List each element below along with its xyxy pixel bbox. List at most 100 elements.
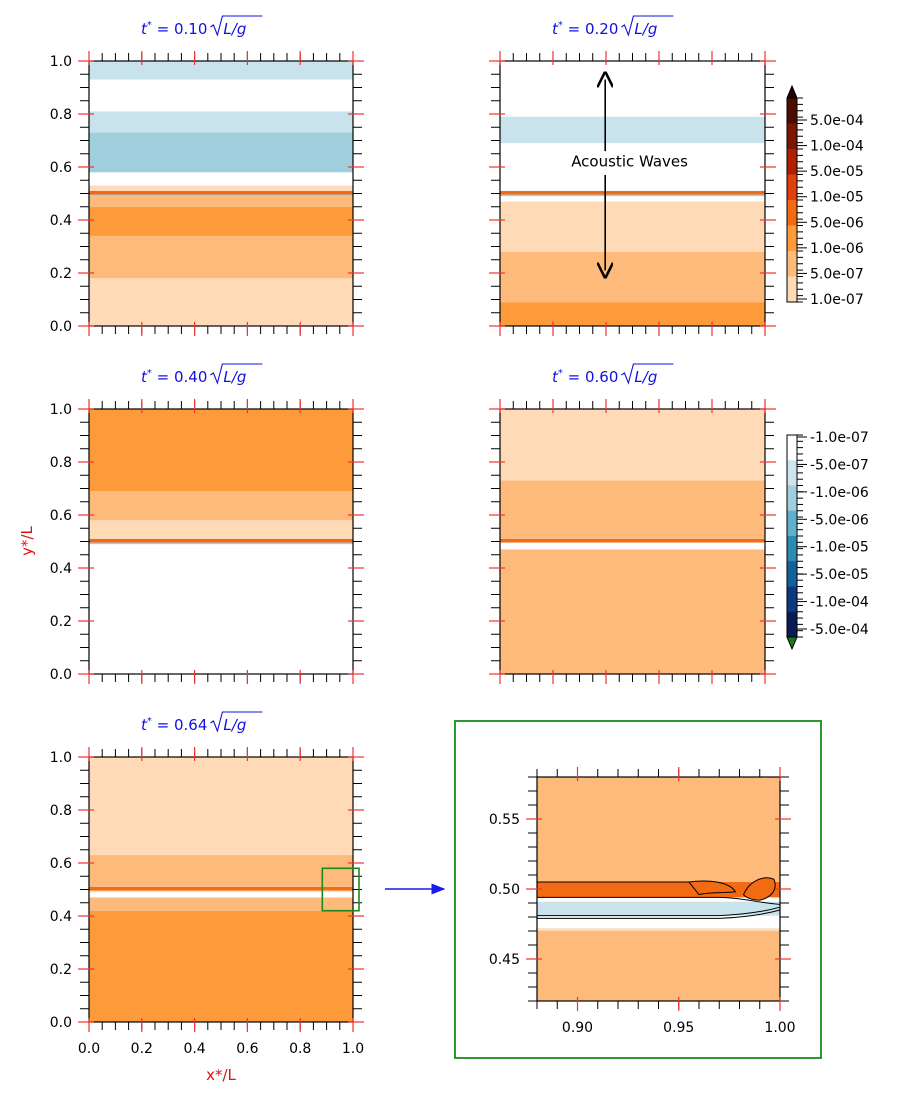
y-tick-label: 0.2 bbox=[50, 962, 72, 978]
contour-band bbox=[89, 910, 353, 1022]
contour-band bbox=[89, 111, 353, 133]
colorbar-label: -1.0e-06 bbox=[810, 485, 869, 501]
colorbar-segment bbox=[787, 510, 797, 537]
contour-band bbox=[89, 206, 353, 236]
contour-band bbox=[89, 897, 353, 911]
sqrt-sign bbox=[621, 363, 674, 385]
panel-title-unit: L/g bbox=[634, 368, 657, 386]
contour-band bbox=[500, 61, 765, 117]
y-axis-label: y*/L bbox=[18, 525, 36, 555]
colorbar-label: -5.0e-07 bbox=[810, 457, 869, 473]
x-tick-label: 0.2 bbox=[131, 1041, 153, 1057]
contour-band bbox=[89, 538, 353, 542]
panel-title: t* = 0.60 bbox=[552, 368, 618, 386]
colorbar-label: 1.0e-04 bbox=[810, 139, 864, 155]
colorbar-extend bbox=[786, 636, 798, 651]
colorbar-label: 1.0e-06 bbox=[810, 241, 864, 257]
y-tick-label: 0.4 bbox=[50, 909, 72, 925]
y-tick-label: 1.0 bbox=[50, 54, 72, 70]
y-tick-label: 0.6 bbox=[50, 856, 72, 872]
colorbar-label: 1.0e-07 bbox=[810, 292, 864, 308]
panel-title-unit: L/g bbox=[223, 368, 246, 386]
colorbar-label: 5.0e-07 bbox=[810, 266, 864, 282]
x-axis-label: x*/L bbox=[206, 1066, 236, 1084]
x-tick-label: 0.0 bbox=[78, 1041, 100, 1057]
contour-band bbox=[89, 892, 353, 898]
colorbar-label: -1.0e-04 bbox=[810, 595, 869, 611]
contour-band bbox=[89, 79, 353, 112]
x-tick-label: 0.95 bbox=[663, 1020, 694, 1036]
colorbar-label: 5.0e-04 bbox=[810, 113, 864, 129]
contour-band bbox=[500, 538, 765, 542]
colorbar-segment bbox=[787, 536, 797, 562]
x-tick-label: 1.0 bbox=[342, 1041, 364, 1057]
y-tick-label: 1.0 bbox=[50, 750, 72, 766]
sqrt-sign bbox=[621, 15, 674, 37]
panel-title-unit: L/g bbox=[223, 716, 246, 734]
colorbar-label: 1.0e-05 bbox=[810, 190, 864, 206]
panel-t-0-60: t* = 0.60 L/g bbox=[489, 363, 776, 684]
colorbar-positive: 5.0e-04 1.0e-04 5.0e-05 1.0e-05 5.0e-06 1.0e-… bbox=[786, 84, 864, 308]
panel-title-unit: L/g bbox=[634, 20, 657, 38]
panel-t-0-40: 0.0 0.2 0.4 0.6 0.8 1.0 t* = 0.40 L/g bbox=[50, 363, 364, 684]
colorbar-label: -1.0e-05 bbox=[810, 540, 869, 556]
panel-t-0-64: 0.0 0.2 0.4 0.6 0.8 1.0 0.0 0.2 0.4 0.6 0.8 1.0 t* =… bbox=[50, 711, 446, 1057]
contour-band bbox=[89, 132, 353, 173]
zoom-frame bbox=[454, 720, 822, 1059]
contour-band bbox=[89, 196, 353, 207]
contour-band bbox=[89, 541, 353, 545]
colorbar-segment bbox=[787, 485, 797, 512]
colorbar-negative: -1.0e-07 -5.0e-07 -1.0e-06 -5.0e-06 -1.0e-05… bbox=[786, 430, 869, 651]
sqrt-sign bbox=[210, 363, 263, 385]
contour-band bbox=[89, 235, 353, 279]
colorbar-label: 5.0e-05 bbox=[810, 164, 864, 180]
contour-band bbox=[89, 520, 353, 539]
panel-title-unit: L/g bbox=[223, 20, 246, 38]
contour-band bbox=[500, 251, 765, 303]
contour-band bbox=[89, 757, 353, 856]
colorbar-label: -5.0e-05 bbox=[810, 567, 869, 583]
contour-band bbox=[500, 116, 765, 144]
y-tick-label: 0.8 bbox=[50, 107, 72, 123]
sqrt-sign bbox=[210, 711, 263, 733]
x-tick-label: 0.90 bbox=[562, 1020, 593, 1036]
colorbar-segment bbox=[787, 225, 797, 252]
colorbar-segment bbox=[787, 149, 797, 175]
panel-title: t* = 0.10 bbox=[141, 20, 207, 38]
contour-band bbox=[89, 855, 353, 887]
colorbar-label: -5.0e-04 bbox=[810, 622, 869, 638]
y-tick-label: 0.6 bbox=[50, 508, 72, 524]
vortex-lobe bbox=[742, 877, 776, 901]
contour-band bbox=[500, 193, 765, 197]
colorbar-segment bbox=[787, 586, 797, 613]
contour-line bbox=[537, 896, 781, 905]
y-tick-label: 0.8 bbox=[50, 803, 72, 819]
x-tick-label: 0.4 bbox=[183, 1041, 205, 1057]
contour-band bbox=[89, 409, 353, 492]
contour-band bbox=[89, 886, 353, 890]
vortex-lobe bbox=[687, 880, 737, 896]
colorbar-segment bbox=[787, 611, 797, 638]
y-tick-label: 0.2 bbox=[50, 614, 72, 630]
contour-band bbox=[537, 897, 780, 902]
y-tick-label: 0.8 bbox=[50, 455, 72, 471]
colorbar-extend bbox=[786, 84, 798, 99]
contour-band bbox=[500, 190, 765, 194]
contour-band bbox=[537, 915, 780, 919]
panel-title: t* = 0.64 bbox=[141, 716, 207, 734]
panel-t-0-20: t* = 0.20 L/g Acoustic Waves bbox=[489, 15, 776, 336]
annotation-acoustic-waves: Acoustic Waves bbox=[571, 153, 688, 171]
colorbar-segment bbox=[787, 98, 797, 124]
contour-band bbox=[89, 172, 353, 186]
panel-title: t* = 0.20 bbox=[552, 20, 618, 38]
panel-title: t* = 0.40 bbox=[141, 368, 207, 386]
contour-band bbox=[500, 549, 765, 674]
x-tick-label: 1.00 bbox=[764, 1020, 795, 1036]
colorbar-segment bbox=[787, 123, 797, 150]
contour-band bbox=[89, 491, 353, 521]
y-tick-label: 0.4 bbox=[50, 213, 72, 229]
contour-band bbox=[537, 928, 780, 931]
colorbar-segment bbox=[787, 460, 797, 486]
colorbar-segment bbox=[787, 200, 797, 226]
colorbar-label: -5.0e-06 bbox=[810, 512, 869, 528]
